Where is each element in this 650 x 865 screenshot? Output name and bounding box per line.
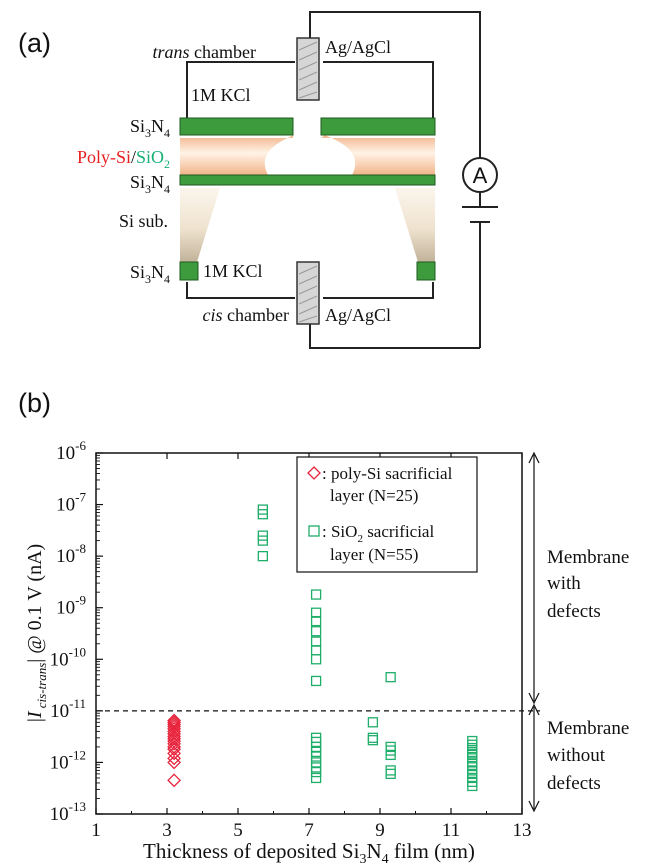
ammeter-symbol <box>462 157 498 193</box>
sio2-data-point <box>310 645 322 656</box>
sio2-data-point <box>310 751 322 762</box>
polysi-data-point <box>167 713 182 728</box>
annotation-arrows <box>528 451 540 813</box>
polysi-data-point <box>167 736 182 751</box>
sio2-data-point <box>385 768 396 780</box>
nitride-top-right <box>320 117 436 136</box>
x-axis-label: Thickness of deposited Si3N4 film (nm) <box>143 839 475 865</box>
panel-a-label: (a) <box>18 28 51 58</box>
sio2-data-point <box>367 732 379 743</box>
si3n4-label-2: Si3N4 <box>130 172 170 196</box>
sio2-data-point <box>257 535 269 546</box>
legend-diamond-marker <box>307 466 321 480</box>
sio2-data-point <box>310 675 322 687</box>
sio2-data-point <box>257 509 269 520</box>
nitride-top-left <box>179 117 294 136</box>
cis-chamber-label: cis chamber <box>203 305 289 325</box>
electrode-bottom-label: Ag/AgCl <box>325 305 391 325</box>
si-substrate-right <box>395 188 435 262</box>
x-tick-label: 5 <box>233 820 243 841</box>
sio2-data-point <box>367 735 379 746</box>
annotation-without-defects-line1: Membrane <box>547 718 629 739</box>
panel-b-label: (b) <box>18 388 51 418</box>
polysi-data-point <box>167 726 182 741</box>
y-tick-label: 10-8 <box>56 541 86 567</box>
y-tick-label: 10-13 <box>50 799 86 825</box>
polysi-data-point <box>167 731 182 746</box>
kcl-bottom-label: 1M KCl <box>203 261 263 281</box>
legend-sio2-line2: layer (N=55) <box>330 545 418 564</box>
sio2-data-point <box>310 636 322 647</box>
sio2-data-point <box>310 589 322 600</box>
y-axis-ticks: 10-13 10-12 10-11 10-10 10-9 10-8 10-7 10-6 <box>50 438 103 825</box>
x-tick-label: 13 <box>513 820 532 841</box>
electrode-top-label: Ag/AgCl <box>325 37 391 57</box>
data-markers <box>167 504 478 792</box>
si-substrate-label: Si sub. <box>119 211 168 231</box>
sio2-data-point <box>310 654 322 665</box>
polysi-layer-left <box>180 135 293 175</box>
annotation-without-defects-line2: without <box>547 745 606 766</box>
panel-b: (b) 1 3 5 7 9 11 13 10-1310-1210-1110-1010-910… <box>18 388 629 865</box>
sio2-data-point <box>310 607 322 618</box>
nitride-membrane <box>179 174 436 186</box>
trans-chamber-label: trans chamber <box>153 42 256 62</box>
sio2-data-point <box>310 772 322 784</box>
y-tick-label: 10-6 <box>56 438 86 464</box>
x-axis-ticks: 1 3 5 7 9 11 13 <box>91 453 532 841</box>
sio2-data-point <box>257 550 269 562</box>
y-tick-label: 10-9 <box>56 593 86 619</box>
legend-polysi-line2: layer (N=25) <box>330 486 418 505</box>
nitride-bottom-left <box>179 261 199 281</box>
x-tick-label: 7 <box>304 820 314 841</box>
sio2-data-point <box>385 765 396 776</box>
sio2-data-point <box>367 717 379 728</box>
nitride-bottom-right <box>416 261 436 281</box>
annotation-with-defects-line3: defects <box>547 601 601 622</box>
kcl-top-label: 1M KCl <box>191 85 251 105</box>
x-tick-label: 9 <box>375 820 385 841</box>
panel-a: (a) A <box>18 11 498 349</box>
sio2-data-point <box>310 626 322 637</box>
x-tick-label: 3 <box>162 820 172 841</box>
circuit-wires <box>186 11 481 349</box>
annotation-without-defects-line3: defects <box>547 773 601 794</box>
annotation-without-defects: Membrane without defects <box>547 718 629 794</box>
polysi-data-point <box>167 755 182 770</box>
y-tick-label: 10-11 <box>50 696 86 722</box>
electrode-hatching <box>298 41 318 323</box>
ammeter-label: A <box>473 163 488 188</box>
annotation-with-defects-line1: Membrane <box>547 547 629 568</box>
si3n4-label-1: Si3N4 <box>130 116 170 140</box>
sio2-data-point <box>310 766 322 778</box>
polysi-layer-right <box>321 135 435 175</box>
polysi-data-point <box>167 751 182 766</box>
legend-sio2-line1: : SiO2 sacrificial <box>322 522 434 545</box>
legend-box <box>296 456 478 573</box>
legend: : poly-Si sacrificial layer (N=25) : SiO… <box>296 456 478 573</box>
x-tick-label: 11 <box>442 820 460 841</box>
polysi-data-point <box>167 742 182 757</box>
sio2-data-point <box>467 780 478 792</box>
polysi-sio2-label: Poly-Si/SiO2 <box>77 147 170 171</box>
x-tick-label: 1 <box>91 820 101 841</box>
annotation-with-defects: Membrane with defects <box>547 547 629 622</box>
polysi-data-point <box>167 746 182 761</box>
sio2-data-point <box>385 749 396 761</box>
sio2-data-point <box>385 672 396 683</box>
sio2-data-point <box>310 615 322 627</box>
y-tick-label: 10-10 <box>50 644 86 670</box>
polysi-data-point <box>167 773 182 788</box>
legend-polysi-line1: : poly-Si sacrificial <box>322 464 453 483</box>
si3n4-label-3: Si3N4 <box>130 262 170 286</box>
legend-square-marker <box>308 525 320 537</box>
y-tick-label: 10-12 <box>50 747 86 773</box>
annotation-with-defects-line2: with <box>547 573 581 594</box>
y-axis-label: |I cis-trans| @ 0.1 V (nA) <box>24 544 49 722</box>
y-tick-label: 10-7 <box>56 490 86 516</box>
si-substrate-left <box>180 188 220 262</box>
